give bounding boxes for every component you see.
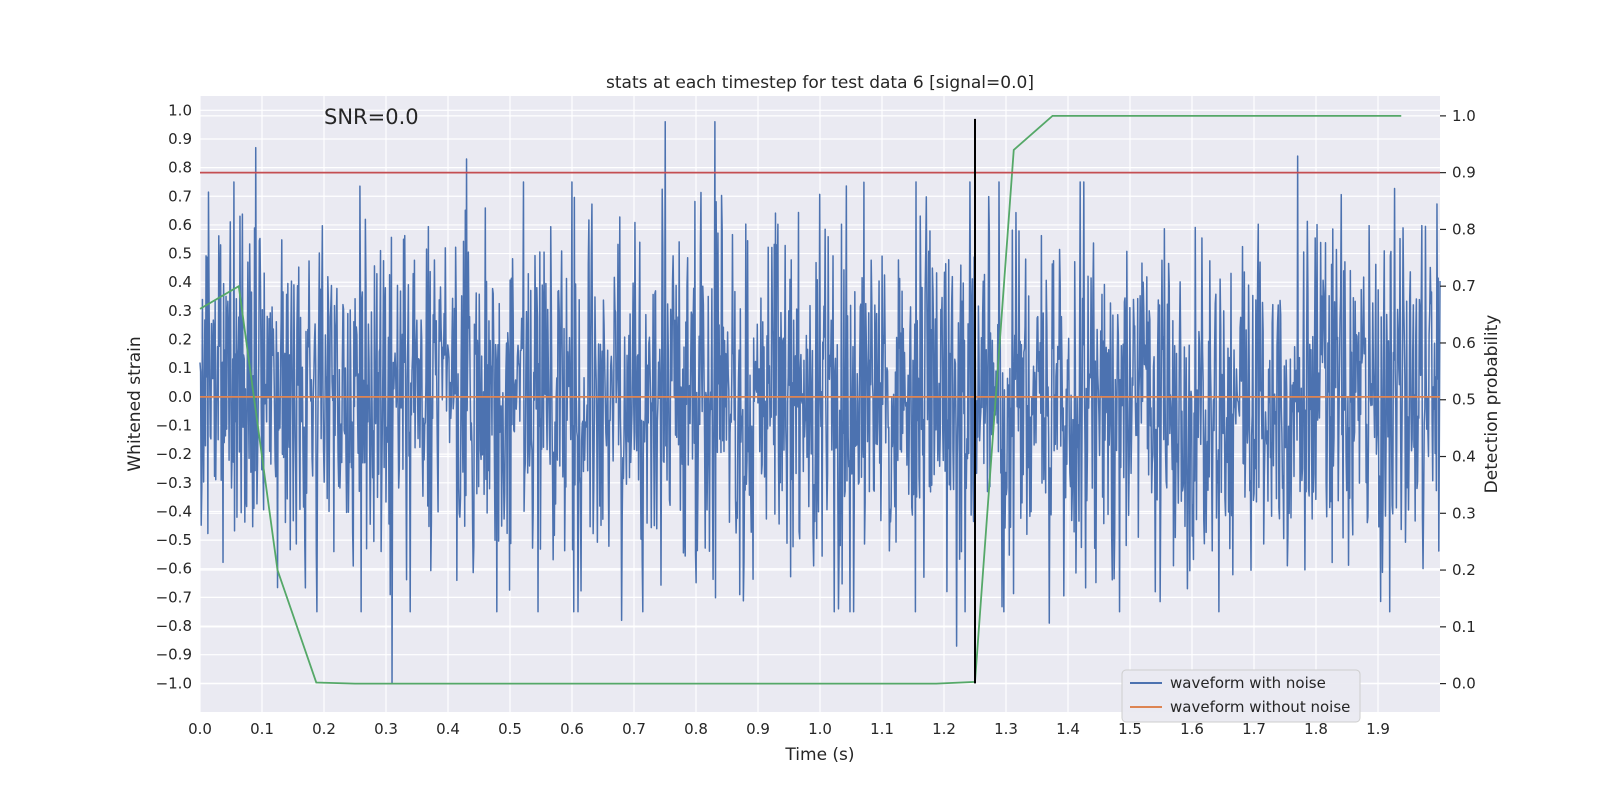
- y-tick-label: 0.7: [168, 187, 192, 205]
- y-tick-label: −0.8: [156, 617, 192, 635]
- lines-layer: [199, 114, 1440, 685]
- y-tick-label: −0.6: [156, 560, 192, 578]
- y2-axis-label: Detection probability: [1482, 315, 1502, 494]
- x-tick-label: 0.6: [560, 720, 584, 738]
- y-tick-label: −0.3: [156, 474, 192, 492]
- x-tick-label: 0.9: [746, 720, 770, 738]
- y2-tick-label: 0.4: [1452, 448, 1476, 466]
- legend-label-noise: waveform with noise: [1170, 674, 1326, 692]
- y2-tick-label: 1.0: [1452, 107, 1476, 125]
- y-tick-label: −0.1: [156, 416, 192, 434]
- x-tick-label: 0.7: [622, 720, 646, 738]
- x-tick-label: 0.1: [250, 720, 274, 738]
- y-tick-label: 0.5: [168, 245, 192, 263]
- y2-axis-ticks: 1.0 0.9 0.8 0.7 0.6 0.5 0.4 0.3 0.2 0.1 0.0: [1440, 107, 1476, 693]
- y-tick-label: −0.4: [156, 502, 192, 520]
- legend-box: [1121, 669, 1361, 723]
- y2-tick-label: 0.9: [1452, 164, 1476, 182]
- y-tick-label: 0.0: [168, 388, 192, 406]
- y2-tick-label: 0.6: [1452, 334, 1476, 352]
- waveform-with-noise-line: [199, 121, 1441, 685]
- y2-tick-label: 0.2: [1452, 561, 1476, 579]
- y2-tick-label: 0.3: [1452, 504, 1476, 522]
- x-tick-label: 1.7: [1242, 720, 1266, 738]
- y-tick-label: 0.9: [168, 130, 192, 148]
- x-tick-label: 1.0: [808, 720, 832, 738]
- chart-title: stats at each timestep for test data 6 […: [606, 73, 1034, 93]
- legend: waveform with noise waveform without noi…: [1121, 669, 1361, 723]
- y-axis-label: Whitened strain: [125, 336, 145, 471]
- y-tick-label: 0.8: [168, 159, 192, 177]
- x-tick-label: 0.4: [436, 720, 460, 738]
- snr-annotation: SNR=0.0: [324, 105, 419, 129]
- x-tick-label: 1.8: [1304, 720, 1328, 738]
- y2-tick-label: 0.1: [1452, 618, 1476, 636]
- x-tick-label: 1.2: [932, 720, 956, 738]
- x-tick-label: 1.5: [1118, 720, 1142, 738]
- x-tick-label: 0.0: [188, 720, 212, 738]
- y2-tick-label: 0.7: [1452, 277, 1476, 295]
- y-axis-ticks: 1.0 0.9 0.8 0.7 0.6 0.5 0.4 0.3 0.2 0.1 0.0 −0.1 −0.…: [156, 101, 192, 692]
- x-tick-label: 0.2: [312, 720, 336, 738]
- x-tick-label: 1.4: [1056, 720, 1080, 738]
- y2-tick-label: 0.0: [1452, 675, 1476, 693]
- y-tick-label: 0.6: [168, 216, 192, 234]
- legend-label-clean: waveform without noise: [1170, 698, 1350, 716]
- y-tick-label: 0.2: [168, 331, 192, 349]
- y-tick-label: 1.0: [168, 101, 192, 119]
- y-tick-label: 0.1: [168, 359, 192, 377]
- x-axis-label: Time (s): [784, 745, 854, 765]
- y-tick-label: −0.9: [156, 646, 192, 664]
- x-axis-ticks: 0.0 0.1 0.2 0.3 0.4 0.5 0.6 0.7 0.8 0.9 1.0 1.1 1.2 1…: [188, 720, 1390, 738]
- y-tick-label: 0.4: [168, 273, 192, 291]
- x-tick-label: 1.1: [870, 720, 894, 738]
- y-tick-label: −0.5: [156, 531, 192, 549]
- x-tick-label: 0.5: [498, 720, 522, 738]
- x-tick-label: 0.8: [684, 720, 708, 738]
- x-tick-label: 0.3: [374, 720, 398, 738]
- y2-tick-label: 0.8: [1452, 220, 1476, 238]
- y-tick-label: −1.0: [156, 674, 192, 692]
- x-tick-label: 1.3: [994, 720, 1018, 738]
- x-tick-label: 1.9: [1366, 720, 1390, 738]
- y-tick-label: −0.2: [156, 445, 192, 463]
- detection-probability-line: [199, 114, 1402, 685]
- waveform-with-noise-series: [199, 121, 1441, 685]
- y2-tick-label: 0.5: [1452, 391, 1476, 409]
- y-tick-label: −0.7: [156, 588, 192, 606]
- y-tick-label: 0.3: [168, 302, 192, 320]
- x-tick-label: 1.6: [1180, 720, 1204, 738]
